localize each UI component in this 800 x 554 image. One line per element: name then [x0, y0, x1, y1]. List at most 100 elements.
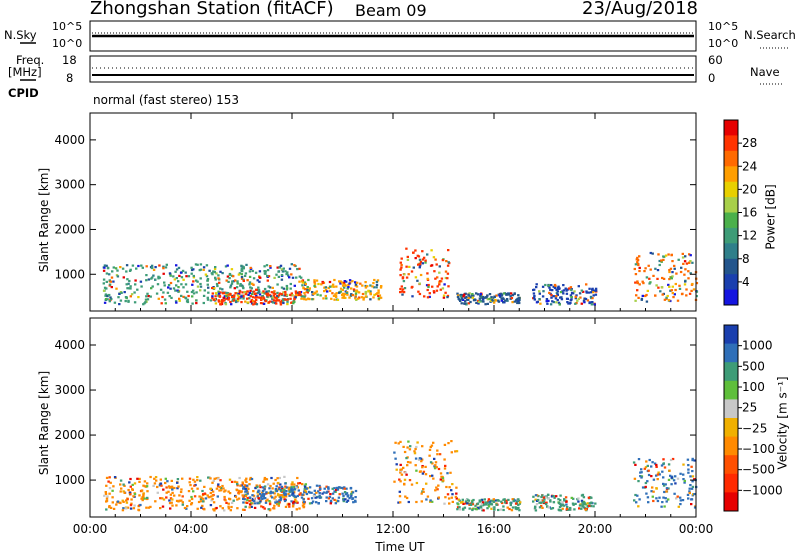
velocity-cell — [227, 505, 230, 508]
power-cell — [498, 294, 501, 297]
velocity-cell — [432, 441, 435, 444]
velocity-cell — [147, 506, 151, 509]
power-cell — [168, 272, 172, 275]
power-cell — [134, 279, 137, 282]
power-cell — [555, 291, 559, 294]
velocity-cell — [662, 484, 666, 487]
power-cell — [472, 294, 475, 297]
velocity-cell — [304, 489, 307, 492]
velocity-cell — [433, 457, 436, 460]
velocity-cell — [120, 487, 123, 490]
velocity-cell — [256, 486, 259, 489]
velocity-cell — [689, 475, 692, 478]
velocity-cell — [189, 484, 192, 487]
power-cell — [591, 297, 594, 300]
velocity-cell — [311, 500, 315, 503]
velocity-cell — [281, 496, 285, 499]
power-cell — [139, 280, 143, 283]
velocity-cell — [405, 473, 408, 476]
velocity-cell — [125, 501, 129, 504]
power-cell — [127, 287, 131, 290]
velocity-cell — [186, 505, 189, 508]
velocity-cell — [691, 480, 694, 483]
power-cell — [649, 268, 652, 271]
velocity-cell — [486, 501, 489, 504]
velocity-cell — [285, 486, 289, 489]
velocity-cell — [202, 497, 205, 500]
power-cell — [234, 300, 238, 304]
velocity-cell — [171, 498, 174, 501]
velocity-cell — [287, 487, 290, 490]
velocity-cell — [466, 502, 469, 505]
power-cell — [235, 286, 239, 289]
velocity-cell — [301, 493, 304, 496]
velocity-cell — [503, 501, 507, 504]
power-cell — [321, 281, 325, 285]
power-cell — [258, 280, 261, 283]
power-cell — [251, 293, 254, 296]
velocity-cell — [236, 498, 239, 501]
power-cell — [494, 299, 498, 302]
power-cell — [299, 291, 303, 294]
power-cell — [191, 283, 194, 286]
power-cell — [403, 287, 407, 290]
velocity-cell — [159, 507, 162, 510]
power-cell — [440, 280, 443, 283]
power-cell — [315, 290, 318, 293]
velocity-colorbar-tick-label: −500 — [742, 463, 775, 477]
power-cell — [227, 296, 231, 300]
velocity-cell — [257, 490, 260, 493]
power-cell — [482, 298, 485, 301]
velocity-cell — [663, 505, 666, 508]
power-cell — [654, 267, 657, 270]
power-colorbar-segment — [724, 181, 738, 198]
power-cell — [438, 271, 441, 274]
velocity-cell — [449, 471, 452, 474]
power-cell — [117, 296, 120, 299]
power-cell — [584, 297, 588, 301]
power-cell — [401, 276, 405, 279]
power-cell — [275, 299, 279, 302]
velocity-cell — [329, 502, 332, 505]
velocity-cell — [140, 497, 143, 500]
power-cell — [486, 294, 489, 297]
power-cell — [638, 255, 641, 258]
velocity-cell — [504, 500, 507, 503]
power-cell — [418, 258, 422, 261]
power-cell — [262, 297, 266, 300]
power-cell — [303, 281, 306, 284]
power-cell — [662, 255, 665, 258]
power-cell — [164, 302, 167, 305]
power-cell — [217, 299, 220, 302]
velocity-ytick-label: 2000 — [54, 428, 85, 442]
power-cell — [577, 297, 580, 300]
power-cell — [213, 267, 217, 271]
power-cell — [688, 292, 692, 295]
velocity-cell — [196, 476, 199, 479]
power-cell — [163, 298, 167, 301]
velocity-cell — [278, 486, 281, 489]
velocity-cell — [679, 496, 682, 499]
power-cell — [533, 294, 536, 298]
velocity-cell — [197, 500, 201, 504]
velocity-cell — [652, 478, 656, 481]
velocity-cell — [657, 471, 660, 474]
velocity-cell — [540, 504, 543, 508]
velocity-cell — [517, 503, 520, 507]
velocity-cell — [476, 502, 480, 505]
power-cell — [375, 293, 378, 296]
velocity-cell — [242, 486, 245, 489]
velocity-cell — [256, 502, 259, 505]
power-cell — [140, 285, 143, 288]
power-cell — [151, 285, 154, 288]
power-cell — [253, 293, 257, 296]
power-cell — [687, 270, 690, 273]
velocity-cell — [293, 483, 296, 486]
power-cell — [233, 287, 236, 290]
velocity-cell — [568, 508, 571, 511]
power-cell — [668, 270, 671, 274]
power-cell — [634, 281, 637, 284]
power-cell — [290, 263, 293, 266]
velocity-cell — [331, 492, 335, 495]
power-cell — [137, 296, 140, 299]
